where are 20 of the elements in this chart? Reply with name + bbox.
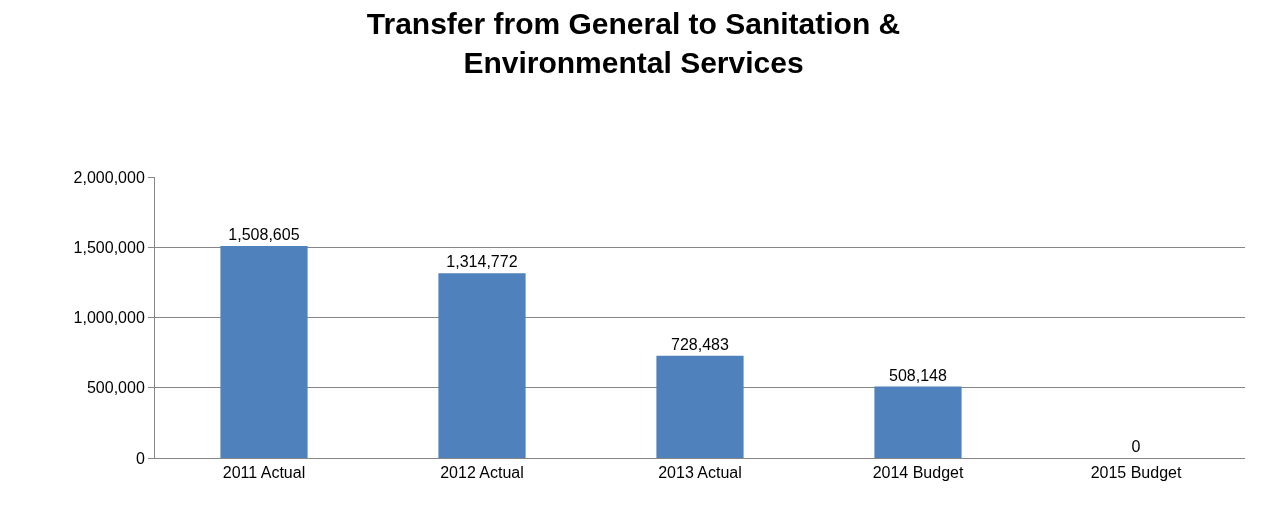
- bar: [874, 386, 962, 458]
- data-label: 728,483: [671, 335, 729, 353]
- bar: [220, 246, 308, 458]
- y-tick-label: 2,000,000: [73, 168, 145, 186]
- x-tick-label: 2014 Budget: [872, 464, 964, 482]
- x-tick-label: 2013 Actual: [658, 464, 742, 482]
- bar: [438, 273, 526, 458]
- y-tick-label: 500,000: [86, 379, 145, 397]
- data-label: 0: [1131, 438, 1141, 455]
- data-label: 508,148: [889, 366, 947, 384]
- chart-title: Transfer from General to Sanitation & Environmental Services: [366, 6, 901, 79]
- x-tick-label: 2012 Actual: [440, 464, 524, 482]
- y-tick-label: 0: [135, 449, 145, 467]
- x-tick-label: 2015 Budget: [1090, 464, 1182, 482]
- data-label: 1,314,772: [446, 253, 518, 271]
- x-tick-label: 2011 Actual: [222, 464, 306, 482]
- bar: [656, 355, 744, 458]
- y-tick-label: 1,500,000: [73, 238, 145, 256]
- data-label: 1,508,605: [228, 226, 300, 244]
- y-tick-label: 1,000,000: [73, 309, 145, 327]
